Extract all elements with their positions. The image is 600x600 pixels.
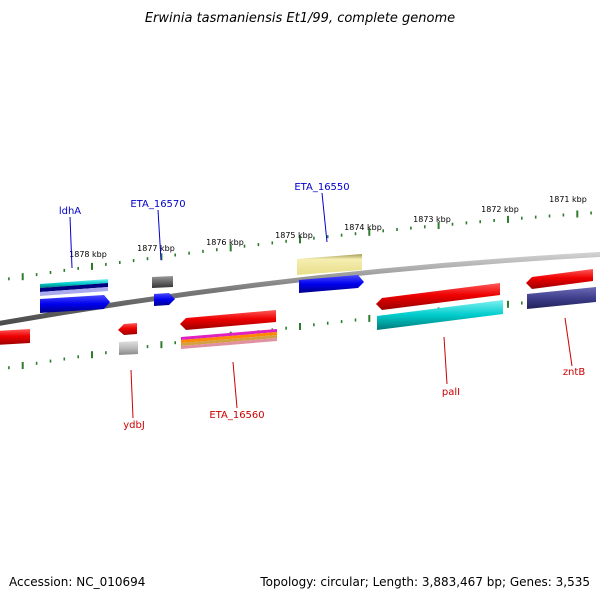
gene-eta-16550[interactable] <box>297 254 364 293</box>
forward-strand-genes <box>40 254 596 313</box>
gene-eta-16560[interactable] <box>180 310 277 349</box>
tick-label: 1872 kbp <box>481 205 519 214</box>
gene-label-ydbj[interactable]: ydbJ <box>123 420 145 431</box>
gene-ldha[interactable] <box>40 279 110 313</box>
gene-ydbj[interactable] <box>119 341 138 355</box>
gene-labels: ldhA ETA_16570 ETA_16550 ydbJ ETA_16560 … <box>59 182 585 431</box>
accession-text: Accession: NC_010694 <box>9 575 146 589</box>
gene-label-pali[interactable]: palI <box>442 387 460 398</box>
tick-label: 1873 kbp <box>413 215 451 224</box>
gene-eta-16570[interactable] <box>152 276 175 306</box>
gene-zntb[interactable] <box>526 269 593 289</box>
gene-left-edge[interactable] <box>0 329 30 345</box>
genome-summary-text: Topology: circular; Length: 3,883,467 bp… <box>260 575 590 589</box>
gene-label-zntb[interactable]: zntB <box>563 367 586 378</box>
tick-labels: 1878 kbp 1877 kbp 1876 kbp 1875 kbp 1874… <box>69 195 587 259</box>
outer-tick-marks <box>8 210 592 281</box>
reverse-strand-genes <box>0 269 593 355</box>
tick-label: 1875 kbp <box>275 231 313 240</box>
tick-label: 1878 kbp <box>69 250 107 259</box>
gene-ntb-forward[interactable] <box>527 287 596 309</box>
gene-label-eta-16560[interactable]: ETA_16560 <box>209 410 264 421</box>
tick-label: 1876 kbp <box>206 238 244 247</box>
gene-label-eta-16570[interactable]: ETA_16570 <box>130 199 185 210</box>
tick-label: 1874 kbp <box>344 223 382 232</box>
gene-label-ldha[interactable]: ldhA <box>59 206 81 217</box>
tick-label: 1871 kbp <box>549 195 587 204</box>
gene-ydbj-arrow[interactable] <box>118 323 137 335</box>
gene-pali[interactable] <box>376 283 503 330</box>
tick-label: 1877 kbp <box>137 244 175 253</box>
gene-label-eta-16550[interactable]: ETA_16550 <box>294 182 349 193</box>
label-leaders <box>69 192 573 419</box>
map-title: Erwinia tasmaniensis Et1/99, complete ge… <box>145 11 455 26</box>
